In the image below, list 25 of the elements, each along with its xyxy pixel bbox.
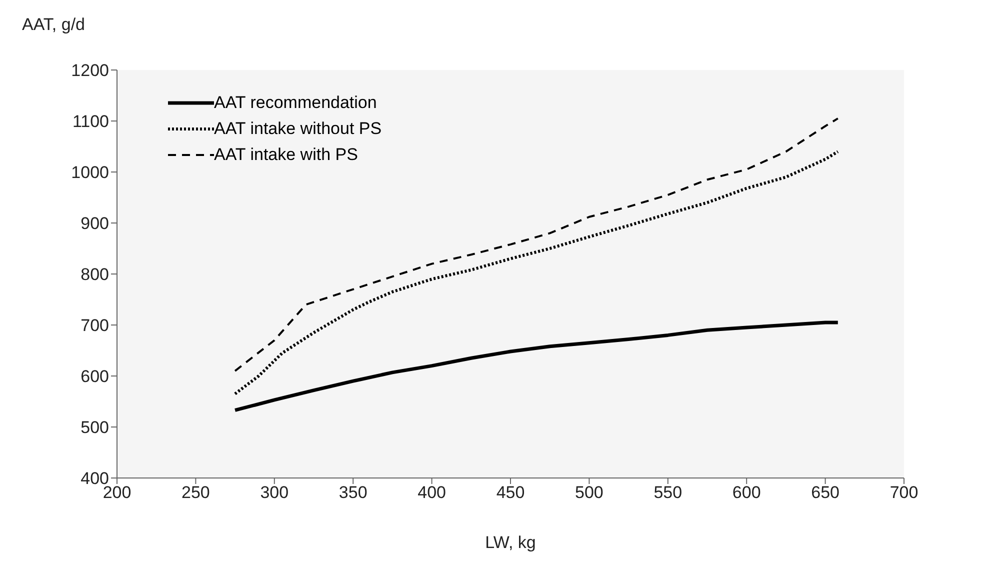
- y-tick-label: 600: [80, 367, 109, 386]
- legend-label: AAT recommendation: [214, 93, 377, 113]
- x-tick-label: 350: [338, 483, 368, 502]
- y-tick-label: 900: [80, 214, 109, 234]
- x-tick-label: 200: [102, 483, 132, 502]
- legend-label: AAT intake without PS: [214, 119, 382, 139]
- x-tick-label: 500: [575, 483, 604, 502]
- line-series: [233, 320, 840, 412]
- x-tick-label: 300: [260, 483, 289, 502]
- legend-label: AAT intake with PS: [214, 145, 358, 165]
- x-tick-label: 450: [496, 483, 525, 502]
- x-tick-label: 600: [732, 483, 761, 502]
- y-tick-label: 800: [80, 265, 109, 284]
- x-tick-label: 550: [654, 483, 682, 502]
- y-tick-label: 700: [80, 316, 109, 336]
- y-axis-title: AAT, g/d: [22, 15, 85, 34]
- x-tick-label: 700: [890, 483, 918, 502]
- x-tick-label: 250: [182, 483, 210, 502]
- x-tick-label: 400: [418, 483, 446, 502]
- y-tick-label: 1200: [71, 61, 109, 80]
- y-tick-label: 500: [80, 418, 109, 438]
- x-axis-title: LW, kg: [485, 533, 536, 552]
- y-tick-label: 1100: [72, 112, 109, 132]
- y-tick-label: 1000: [71, 163, 109, 182]
- x-tick-label: 650: [811, 483, 840, 502]
